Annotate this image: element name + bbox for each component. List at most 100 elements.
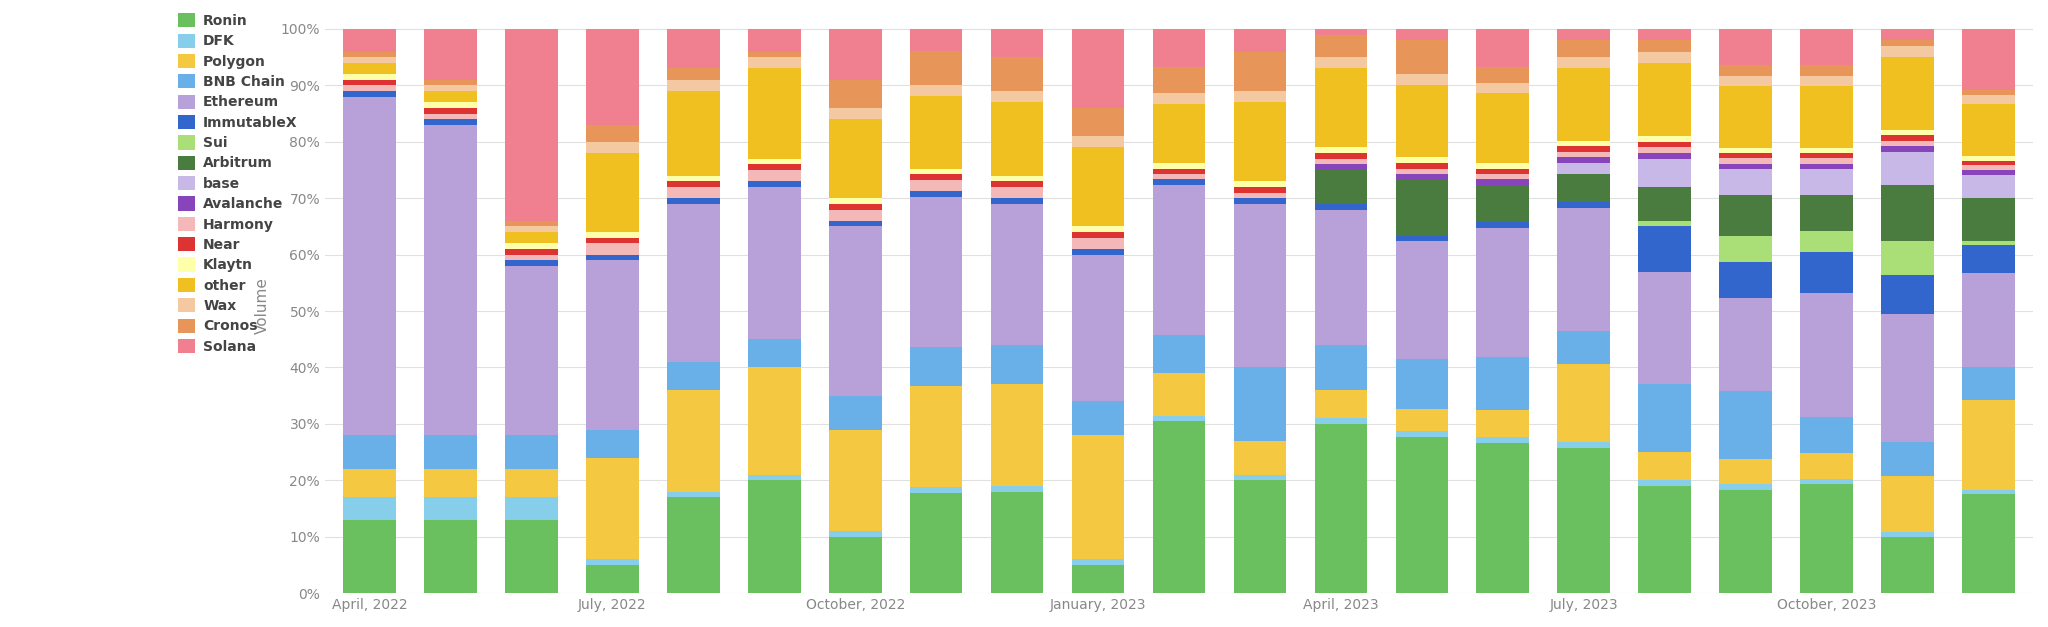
Bar — [506, 469, 557, 497]
Bar — [991, 29, 1042, 57]
Bar — [748, 339, 801, 367]
Bar — [1638, 221, 1692, 226]
Bar — [424, 469, 477, 497]
Bar — [1071, 232, 1124, 238]
Bar — [1962, 161, 2015, 166]
Bar — [829, 209, 881, 221]
Bar — [1315, 345, 1368, 390]
Bar — [1477, 169, 1530, 174]
Bar — [748, 475, 801, 480]
Bar — [424, 102, 477, 108]
Bar — [1962, 241, 2015, 245]
Bar — [1638, 40, 1692, 51]
Bar — [829, 396, 881, 429]
Bar — [1153, 185, 1206, 335]
Bar — [1638, 153, 1692, 159]
Bar — [1882, 442, 1933, 476]
Bar — [1315, 68, 1368, 147]
Bar — [1720, 458, 1772, 485]
Bar — [586, 29, 639, 125]
Bar — [1882, 152, 1933, 186]
Bar — [1800, 251, 1853, 293]
Bar — [424, 435, 477, 469]
Bar — [344, 85, 395, 91]
Bar — [1556, 29, 1610, 40]
Bar — [1720, 29, 1772, 65]
Bar — [1395, 85, 1448, 157]
Bar — [1071, 565, 1124, 593]
Bar — [1071, 249, 1124, 255]
Bar — [424, 29, 477, 80]
Bar — [909, 493, 963, 593]
Bar — [1638, 147, 1692, 153]
Bar — [344, 63, 395, 74]
Bar — [344, 435, 395, 469]
Bar — [1071, 435, 1124, 559]
Bar — [1800, 485, 1853, 593]
Bar — [1153, 93, 1206, 104]
Bar — [829, 198, 881, 204]
Bar — [506, 221, 557, 226]
Bar — [668, 204, 719, 362]
Bar — [991, 187, 1042, 198]
Bar — [1556, 140, 1610, 146]
Bar — [1720, 169, 1772, 194]
Bar — [991, 204, 1042, 345]
Bar — [1882, 314, 1933, 442]
Bar — [668, 91, 719, 176]
Bar — [829, 108, 881, 119]
Bar — [1315, 170, 1368, 204]
Bar — [586, 125, 639, 142]
Bar — [1153, 104, 1206, 163]
Bar — [1477, 411, 1530, 437]
Bar — [748, 57, 801, 68]
Bar — [991, 492, 1042, 593]
Bar — [1233, 192, 1286, 198]
Bar — [586, 559, 639, 565]
Bar — [991, 91, 1042, 102]
Bar — [586, 238, 639, 243]
Bar — [829, 537, 881, 593]
Bar — [1882, 40, 1933, 46]
Bar — [1233, 475, 1286, 480]
Bar — [1395, 180, 1448, 236]
Bar — [424, 108, 477, 113]
Bar — [1556, 202, 1610, 208]
Bar — [586, 255, 639, 260]
Bar — [829, 29, 881, 80]
Bar — [1800, 153, 1853, 159]
Bar — [586, 458, 639, 559]
Bar — [1477, 443, 1530, 593]
Bar — [1395, 409, 1448, 431]
Bar — [1962, 198, 2015, 241]
Bar — [1638, 271, 1692, 384]
Bar — [1315, 57, 1368, 68]
Bar — [1720, 298, 1772, 391]
Bar — [1638, 452, 1692, 480]
Bar — [1882, 275, 1933, 314]
Bar — [424, 91, 477, 102]
Bar — [506, 255, 557, 260]
Bar — [909, 487, 963, 493]
Bar — [748, 159, 801, 164]
Bar — [1153, 66, 1206, 93]
Bar — [1556, 330, 1610, 364]
Bar — [506, 520, 557, 593]
Bar — [1556, 442, 1610, 448]
Bar — [829, 80, 881, 108]
Bar — [1556, 146, 1610, 152]
Bar — [424, 113, 477, 119]
Bar — [1233, 51, 1286, 91]
Bar — [586, 565, 639, 593]
Bar — [668, 187, 719, 198]
Bar — [344, 57, 395, 63]
Bar — [991, 181, 1042, 187]
Bar — [1071, 226, 1124, 232]
Bar — [909, 96, 963, 169]
Bar — [1882, 532, 1933, 537]
Bar — [344, 97, 395, 435]
Bar — [424, 85, 477, 91]
Bar — [1071, 401, 1124, 435]
Bar — [1800, 86, 1853, 148]
Bar — [586, 243, 639, 255]
